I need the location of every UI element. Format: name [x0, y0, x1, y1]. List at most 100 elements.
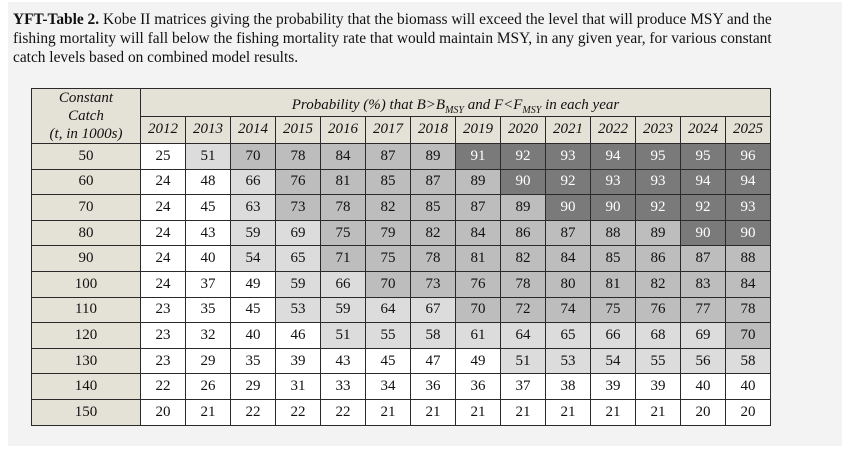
catch-level-cell: 100 — [31, 270, 141, 298]
probability-header-middle: and F<F — [463, 96, 523, 113]
b-msy-subscript: MSY — [445, 104, 464, 116]
probability-cell: 93 — [590, 168, 636, 196]
probability-cell: 59 — [230, 219, 276, 247]
probability-cell: 20 — [725, 398, 771, 426]
probability-cell: 82 — [635, 270, 681, 298]
probability-cell: 43 — [320, 347, 366, 375]
probability-cell: 45 — [230, 296, 276, 324]
probability-cell: 24 — [140, 194, 186, 221]
probability-cell: 32 — [185, 322, 231, 349]
year-header-2024: 2024 — [680, 115, 726, 144]
probability-cell: 93 — [545, 143, 591, 170]
probability-cell: 76 — [275, 168, 321, 196]
probability-cell: 81 — [590, 270, 636, 298]
table-row: 90 24 40 54 65 71 75 78 81 82 84 85 86 87 88 — [31, 245, 771, 272]
probability-cell: 70 — [365, 270, 411, 298]
probability-cell: 34 — [365, 373, 411, 400]
probability-cell: 37 — [500, 373, 546, 400]
probability-cell: 82 — [410, 219, 456, 247]
year-header-2021: 2021 — [545, 115, 591, 144]
probability-cell: 93 — [725, 194, 771, 221]
constant-catch-header: Constant Catch (t, in 1000s) — [31, 88, 141, 144]
probability-cell: 51 — [320, 322, 366, 349]
probability-cell: 87 — [680, 245, 726, 272]
probability-cell: 89 — [500, 194, 546, 221]
probability-cell: 77 — [680, 296, 726, 324]
probability-cell: 86 — [635, 245, 681, 272]
year-header-2015: 2015 — [275, 115, 321, 144]
probability-cell: 39 — [590, 373, 636, 400]
table-row: 150 20 21 22 22 22 21 21 21 21 21 21 21 20 20 — [31, 398, 771, 426]
probability-cell: 88 — [590, 219, 636, 247]
probability-cell: 70 — [455, 296, 501, 324]
probability-cell: 36 — [410, 373, 456, 400]
caption-label: YFT-Table 2. — [13, 11, 100, 28]
probability-cell: 59 — [275, 270, 321, 298]
row-header-line: Catch — [68, 108, 104, 124]
probability-cell: 29 — [185, 347, 231, 375]
probability-cell: 49 — [455, 347, 501, 375]
probability-cell: 54 — [230, 245, 276, 272]
table-row: 50 25 51 70 78 84 87 89 91 92 93 94 95 95 96 — [31, 143, 771, 170]
probability-cell: 45 — [365, 347, 411, 375]
probability-cell: 22 — [140, 373, 186, 400]
probability-cell: 40 — [725, 373, 771, 400]
year-header-2012: 2012 — [140, 115, 186, 144]
table-row: 80 24 43 59 69 75 79 82 84 86 87 88 89 90 90 — [31, 219, 771, 247]
kobe-matrix-table: Constant Catch (t, in 1000s) Probability… — [31, 88, 771, 426]
probability-cell: 21 — [545, 398, 591, 426]
probability-cell: 54 — [590, 347, 636, 375]
year-header-2022: 2022 — [590, 115, 636, 144]
year-header-2016: 2016 — [320, 115, 366, 144]
catch-level-cell: 140 — [31, 373, 141, 400]
probability-cell: 90 — [545, 194, 591, 221]
probability-cell: 78 — [275, 143, 321, 170]
probability-cell: 83 — [680, 270, 726, 298]
catch-level-cell: 90 — [31, 245, 141, 272]
probability-cell: 64 — [500, 322, 546, 349]
probability-cell: 78 — [500, 270, 546, 298]
probability-cell: 20 — [680, 398, 726, 426]
probability-cell: 26 — [185, 373, 231, 400]
probability-cell: 71 — [320, 245, 366, 272]
catch-level-cell: 80 — [31, 219, 141, 247]
probability-cell: 73 — [275, 194, 321, 221]
table-row: 100 24 37 49 59 66 70 73 76 78 80 81 82 83 84 — [31, 270, 771, 298]
table-row: 70 24 45 63 73 78 82 85 87 89 90 90 92 92 93 — [31, 194, 771, 221]
probability-cell: 80 — [545, 270, 591, 298]
probability-cell: 81 — [320, 168, 366, 196]
year-header-2014: 2014 — [230, 115, 276, 144]
probability-cell: 94 — [680, 168, 726, 196]
catch-level-cell: 50 — [31, 143, 141, 170]
probability-cell: 75 — [590, 296, 636, 324]
probability-cell: 85 — [365, 168, 411, 196]
probability-cell: 93 — [635, 168, 681, 196]
probability-cell: 56 — [680, 347, 726, 375]
probability-cell: 35 — [230, 347, 276, 375]
probability-cell: 24 — [140, 270, 186, 298]
probability-header: Probability (%) that B>BMSY and F<FMSY i… — [140, 88, 771, 117]
probability-cell: 82 — [365, 194, 411, 221]
year-header-2020: 2020 — [500, 115, 546, 144]
probability-cell: 29 — [230, 373, 276, 400]
probability-cell: 36 — [455, 373, 501, 400]
probability-cell: 76 — [635, 296, 681, 324]
catch-level-cell: 70 — [31, 194, 141, 221]
probability-cell: 53 — [545, 347, 591, 375]
probability-cell: 85 — [410, 194, 456, 221]
probability-cell: 58 — [725, 347, 771, 375]
probability-cell: 21 — [365, 398, 411, 426]
probability-header-suffix: in each year — [541, 96, 620, 113]
table-caption: YFT-Table 2. Kobe II matrices giving the… — [13, 10, 803, 67]
probability-cell: 82 — [500, 245, 546, 272]
year-header-2023: 2023 — [635, 115, 681, 144]
catch-level-cell: 110 — [31, 296, 141, 324]
probability-cell: 90 — [680, 219, 726, 247]
probability-cell: 90 — [725, 219, 771, 247]
probability-cell: 40 — [185, 245, 231, 272]
probability-cell: 66 — [590, 322, 636, 349]
probability-cell: 90 — [590, 194, 636, 221]
year-header-2018: 2018 — [410, 115, 456, 144]
table-row: 60 24 48 66 76 81 85 87 89 90 92 93 93 94 94 — [31, 168, 771, 196]
probability-cell: 72 — [500, 296, 546, 324]
